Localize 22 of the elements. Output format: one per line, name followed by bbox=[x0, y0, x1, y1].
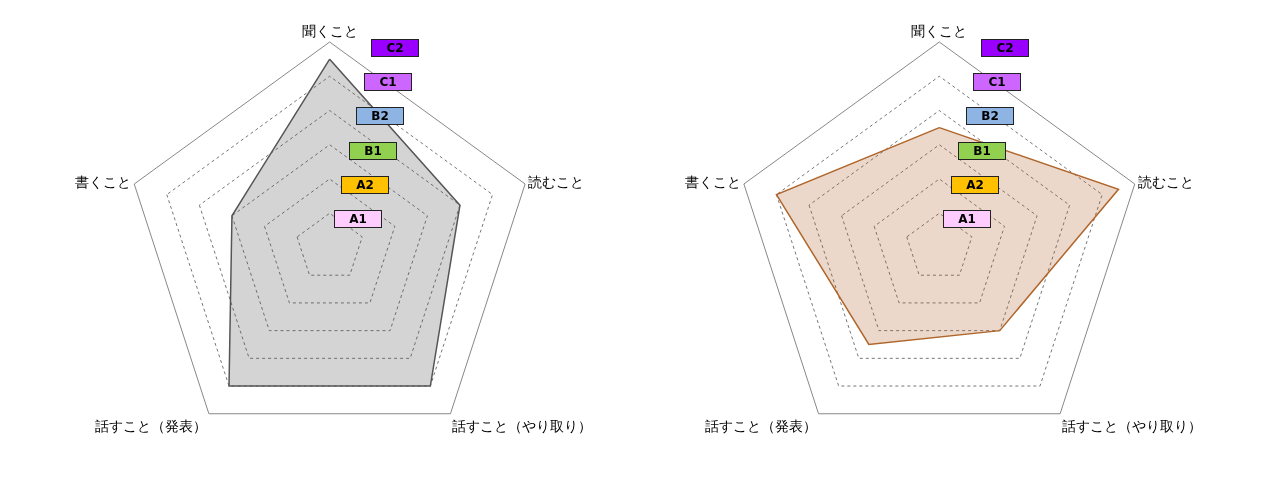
y-tick-label: A1 bbox=[349, 212, 367, 226]
y-tick-label: A2 bbox=[356, 178, 374, 192]
y-tick-label: C1 bbox=[988, 75, 1006, 89]
spoke-label: 書くこと bbox=[75, 173, 132, 190]
spoke-label: 聞くこと bbox=[911, 22, 968, 39]
y-tick-label: C1 bbox=[379, 75, 397, 89]
y-tick-label: C2 bbox=[386, 41, 404, 55]
spoke-label: 話すこと（やり取り） bbox=[452, 417, 593, 434]
y-tick-label: B1 bbox=[973, 144, 991, 158]
spoke-label: 話すこと（やり取り） bbox=[1062, 417, 1203, 434]
spoke-label: 話すこと（発表） bbox=[704, 417, 817, 434]
spoke-label: 書くこと bbox=[684, 173, 741, 190]
spoke-label: 聞くこと bbox=[301, 22, 358, 39]
spoke-label: 読むこと bbox=[528, 173, 585, 190]
y-tick-label: B1 bbox=[364, 144, 382, 158]
y-tick-label: A1 bbox=[958, 212, 976, 226]
y-tick-label: A2 bbox=[966, 178, 984, 192]
y-tick-label: B2 bbox=[981, 109, 999, 123]
spoke-label: 読むこと bbox=[1137, 173, 1194, 190]
spoke-label: 話すこと（発表） bbox=[94, 417, 207, 434]
y-tick-label: B2 bbox=[371, 109, 389, 123]
y-tick-label: C2 bbox=[996, 41, 1014, 55]
